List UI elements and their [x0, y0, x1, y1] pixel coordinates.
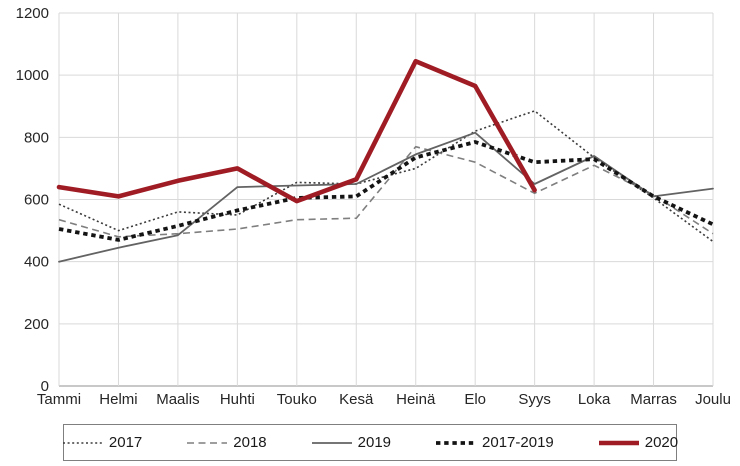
x-axis-tick-label: Kesä: [339, 391, 374, 408]
x-axis-tick-label: Syys: [518, 391, 551, 408]
chart-legend: 2017 2018 2019 2017-2019 2020: [62, 424, 678, 461]
x-axis-tick-label: Helmi: [99, 391, 137, 408]
y-axis-tick-label: 1000: [16, 67, 49, 84]
series-line-2018: [58, 145, 714, 238]
y-axis-tick-label: 400: [24, 254, 49, 271]
legend-line-swatch-heavy-solid: [598, 440, 639, 445]
legend-item-2017-2019: 2017-2019: [435, 434, 554, 451]
legend-item-2017: 2017: [62, 434, 142, 451]
legend-line-swatch-solid: [311, 441, 352, 444]
legend-label: 2020: [644, 434, 679, 451]
legend-label: 2017: [108, 434, 143, 451]
y-axis-tick-label: 1200: [16, 5, 49, 22]
x-axis-tick-label: Marras: [630, 391, 677, 408]
x-axis-tick-label: Heinä: [396, 391, 436, 408]
x-axis-tick-label: Huhti: [220, 391, 255, 408]
series-line-2019: [58, 131, 714, 263]
x-axis-tick-label: Joulu: [695, 391, 731, 408]
series-line-2020: [56, 58, 537, 204]
y-axis-tick-label: 600: [24, 192, 49, 209]
legend-label: 2019: [357, 434, 392, 451]
x-axis-tick-label: Tammi: [37, 391, 81, 408]
y-axis-tick-label: 0: [41, 378, 49, 395]
legend-line-swatch-dotted: [62, 441, 103, 444]
legend-label: 2017-2019: [482, 434, 554, 451]
x-axis-tick-label: Loka: [578, 391, 611, 408]
line-chart-plot: 0 200 400 600 800 1000 1200 Tammi Helmi Maalis Huh…: [16, 5, 731, 408]
series-line-2017: [58, 110, 714, 243]
y-axis-tick-label: 800: [24, 129, 49, 146]
x-axis-tick-label: Elo: [464, 391, 486, 408]
series-line-2017-2019: [58, 140, 714, 242]
y-axis-tick-label: 200: [24, 316, 49, 333]
x-axis-tick-label: Touko: [277, 391, 317, 408]
legend-label: 2018: [233, 434, 267, 451]
legend-line-swatch-dashed: [187, 441, 228, 444]
legend-item-2019: 2019: [311, 434, 391, 451]
legend-item-2018: 2018: [186, 434, 267, 451]
legend-line-swatch-heavy-dotted: [436, 440, 477, 445]
legend-item-2020: 2020: [598, 434, 678, 451]
x-axis-tick-label: Maalis: [156, 391, 199, 408]
